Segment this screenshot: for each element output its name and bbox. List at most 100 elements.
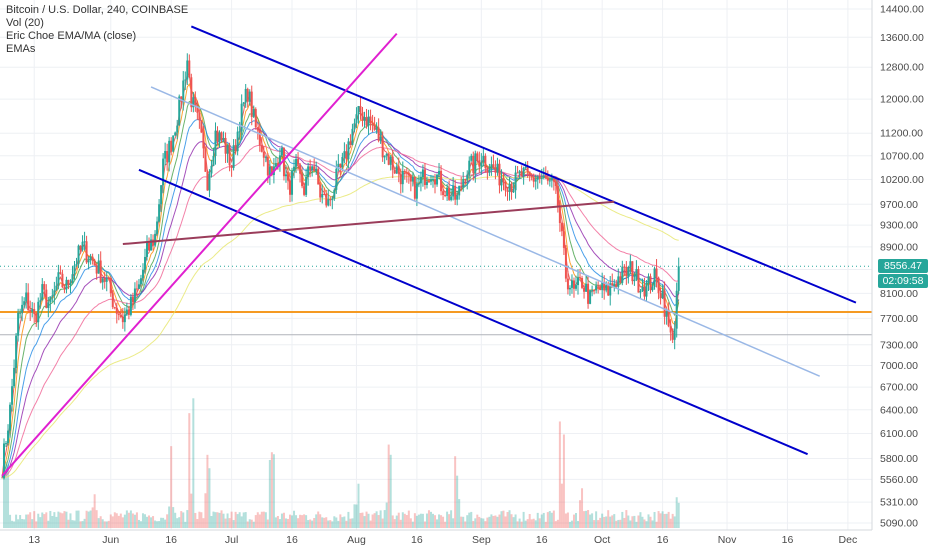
candle-body: [427, 181, 430, 183]
candle-body: [319, 184, 322, 198]
candle-body: [472, 155, 475, 173]
volume-bar: [341, 517, 344, 528]
candle-body: [139, 278, 142, 285]
candle-body: [172, 135, 175, 152]
volume-bar: [164, 519, 167, 528]
volume-bar: [63, 511, 66, 528]
volume-bar: [480, 518, 483, 528]
candle-body: [313, 166, 316, 171]
candle-body: [93, 260, 96, 266]
candles: [3, 53, 680, 480]
candle-body: [456, 195, 459, 200]
candle-body: [542, 175, 545, 178]
volume-bar: [357, 483, 360, 528]
volume-bar: [538, 518, 541, 528]
volume-bar: [141, 513, 144, 528]
time-tick-label: Dec: [839, 534, 858, 546]
candle-body: [252, 109, 255, 117]
candle-body: [401, 171, 404, 185]
volume-bar: [585, 510, 588, 528]
volume-bar: [119, 513, 122, 528]
volume-bar: [421, 513, 424, 528]
candle-body: [411, 176, 414, 182]
price-tick-label: 8900.00: [880, 241, 918, 253]
candle-body: [345, 151, 348, 160]
candle-body: [403, 171, 406, 173]
volume-bar: [558, 421, 561, 528]
volume-bar: [385, 502, 388, 528]
candle-body: [180, 96, 183, 102]
volume-bar: [162, 517, 165, 528]
candle-body: [639, 291, 642, 293]
volume-bar: [186, 510, 189, 528]
volume-bar: [373, 513, 376, 528]
candle-body: [526, 166, 529, 172]
volume-bar: [347, 511, 350, 528]
time-tick-label: 16: [782, 534, 794, 546]
volume-bar: [556, 519, 559, 528]
volume-bar: [448, 514, 451, 528]
candle-body: [127, 309, 130, 315]
volume-bar: [264, 512, 267, 528]
emas-label[interactable]: EMAs: [6, 43, 36, 55]
candle-body: [562, 231, 565, 248]
volume-bar: [170, 446, 173, 528]
volume-bar: [492, 515, 495, 528]
volume-bar: [206, 454, 209, 528]
volume-bar: [619, 519, 622, 528]
candle-body: [484, 155, 487, 168]
candle-body: [391, 156, 394, 170]
trendlines[interactable]: [1, 25, 857, 477]
candle-body: [41, 284, 44, 301]
volume-bar: [117, 515, 120, 528]
candle-body: [577, 277, 580, 286]
volume-bar: [236, 514, 239, 528]
candle-body: [657, 277, 660, 294]
volume-bar: [282, 512, 285, 528]
candle-body: [518, 171, 521, 174]
price-axis[interactable]: 14400.00 13600.00 12800.00 12000.00 11200.00…: [880, 4, 924, 530]
candle-body: [423, 169, 426, 186]
volume-bar: [520, 521, 523, 528]
volume-bar: [196, 519, 199, 528]
time-tick-label: Jul: [225, 534, 238, 546]
candle-body: [601, 282, 604, 291]
volume-bar: [5, 461, 8, 528]
volume-bar: [160, 517, 163, 528]
candle-body: [581, 277, 584, 288]
candle-body: [25, 292, 28, 302]
candle-body: [325, 194, 328, 206]
time-axis[interactable]: 13 Jun 16 Jul 16 Aug 16 Sep 16 Oct 16 Nov 16 Dec: [28, 534, 857, 546]
symbol-title[interactable]: Bitcoin / U.S. Dollar, 240, COINBASE: [6, 4, 189, 16]
volume-bar: [540, 514, 543, 528]
candle-body: [389, 156, 392, 165]
candle-body: [280, 148, 283, 156]
volume-bar: [351, 518, 354, 528]
candle-body: [504, 182, 507, 191]
volume-bar: [401, 512, 404, 528]
volume-indicator-label[interactable]: Vol (20): [6, 17, 44, 29]
volume-bar: [111, 516, 114, 528]
ema-indicator-label[interactable]: Eric Choe EMA/MA (close): [6, 30, 137, 42]
candle-body: [176, 125, 179, 133]
volume-bar: [544, 521, 547, 528]
volume-bar: [655, 521, 658, 528]
volume-bar: [514, 514, 517, 528]
volume-bar: [570, 520, 573, 528]
volume-bar: [182, 512, 185, 528]
ema-line: [1, 100, 680, 479]
candle-body: [587, 283, 590, 304]
candle-body: [305, 176, 308, 195]
candle-body: [494, 168, 497, 173]
candle-body: [617, 276, 620, 287]
price-tick-label: 7000.00: [880, 360, 918, 372]
volume-bar: [200, 512, 203, 528]
volume-bar: [172, 507, 175, 528]
volume-bar: [438, 514, 441, 528]
volume-bar: [224, 518, 227, 528]
candle-body: [9, 404, 12, 431]
volume-bar: [432, 513, 434, 528]
candle-body: [218, 132, 221, 142]
